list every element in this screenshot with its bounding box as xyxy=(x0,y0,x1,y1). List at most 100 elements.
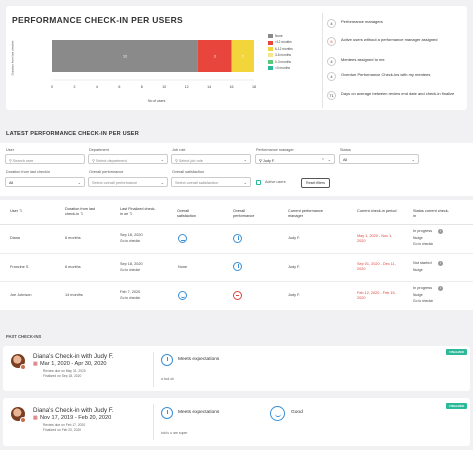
legend-swatch xyxy=(268,59,273,64)
stat-label: Active users without a performance manag… xyxy=(341,37,438,42)
stat-label: Overdue Performance Check-ins with my me… xyxy=(341,72,431,77)
nudge-link[interactable]: Nudge xyxy=(413,293,423,297)
bar-segment[interactable] xyxy=(197,40,232,72)
legend-item: 6-12 months xyxy=(268,46,293,52)
manager-avatar xyxy=(20,364,26,370)
chevron-down-icon: ⌄ xyxy=(77,180,81,185)
bar-chart: 13 3 2 0 2 4 6 8 10 12 14 16 18 xyxy=(51,40,256,89)
search-icon: ⚲ xyxy=(175,158,179,163)
row-manager: Judy F. xyxy=(288,265,301,269)
stat-count: 4 xyxy=(327,72,336,81)
col-user[interactable]: User ⇅ xyxy=(10,209,23,213)
go-to-checkin-link[interactable]: Go to checkin xyxy=(120,296,141,300)
search-icon: ⚲ xyxy=(259,158,263,163)
x-tick-label: 14 xyxy=(207,85,211,89)
jobrole-select[interactable]: ⚲ Select job role ⌄ xyxy=(171,154,251,164)
table-row[interactable]: Francine S 6 months Sep 18, 2020 Go to c… xyxy=(0,254,473,281)
col-status: Status current check-in xyxy=(413,209,449,218)
info-icon[interactable]: i xyxy=(438,229,443,234)
performance-gauge-icon xyxy=(233,234,242,243)
table-row[interactable]: Diana 6 months Sep 18, 2020 Go to checki… xyxy=(0,225,473,253)
info-icon[interactable]: i xyxy=(438,286,443,291)
calendar-icon: ▦ xyxy=(33,415,38,421)
row-user[interactable]: Francine S xyxy=(10,265,29,269)
satisfaction-select[interactable]: Select overall satisfaction ⌄ xyxy=(171,177,251,187)
go-to-checkin-link[interactable]: Go to checkin xyxy=(120,268,141,272)
stat-label: Mentees assigned to me xyxy=(341,57,385,62)
card-divider xyxy=(153,352,154,387)
stat-item[interactable]: 71 Days on average between review end dat… xyxy=(323,91,462,104)
user-search-input[interactable]: ⚲ Search user xyxy=(5,154,85,164)
go-to-checkin-link[interactable]: Go to checkin xyxy=(413,299,434,303)
info-icon[interactable]: i xyxy=(438,261,443,266)
bar-segment[interactable] xyxy=(52,40,198,72)
overview-card: PERFORMANCE CHECK-IN PER USERS Duration … xyxy=(6,6,467,110)
sort-icon[interactable]: ⇅ xyxy=(80,212,84,216)
jobrole-filter-label: Job role xyxy=(172,148,186,152)
col-duration[interactable]: Duration from last check-in ⇅ xyxy=(65,207,95,216)
nudge-link[interactable]: Nudge xyxy=(413,236,423,240)
row-last-finalized: Feb 7, 2020 xyxy=(120,290,141,294)
row-last-finalized: Sep 18, 2020 xyxy=(120,262,143,266)
search-icon: ⚲ xyxy=(92,158,96,163)
filters-card: User ⚲ Search user Department ⚲ Select d… xyxy=(0,143,473,196)
legend-label: >12 months xyxy=(275,40,292,45)
row-duration: 14 months xyxy=(65,293,83,297)
performance-label: Meets expectations xyxy=(178,357,220,362)
legend-label: 3-6 months xyxy=(275,53,291,58)
department-filter-label: Department xyxy=(89,148,109,152)
past-checkin-card[interactable]: FINALIZED Diana's Check-in with Judy F. … xyxy=(3,346,470,391)
row-status: In progress xyxy=(413,286,432,290)
col-last-finalized[interactable]: Last Finalized check-in on ⇅ xyxy=(120,207,156,216)
go-to-checkin-link[interactable]: Go to checkin xyxy=(120,239,141,243)
legend-item: None xyxy=(268,33,293,39)
x-tick-label: 8 xyxy=(141,85,143,89)
manager-select[interactable]: ⚲ Judy F. × ⌄ xyxy=(255,154,335,164)
duration-select[interactable]: All ⌄ xyxy=(5,177,85,187)
sort-icon[interactable]: ⇅ xyxy=(19,209,23,213)
chevron-down-icon: ⌄ xyxy=(411,157,415,162)
stats-panel: 4 Performance managers 6 Active users witho… xyxy=(322,13,462,108)
row-satisfaction: None xyxy=(178,265,188,269)
checkin-title[interactable]: Diana's Check-in with Judy F. xyxy=(33,353,114,360)
checkin-title[interactable]: Diana's Check-in with Judy F. xyxy=(33,407,114,414)
search-icon: ⚲ xyxy=(9,158,13,163)
table-header-divider xyxy=(0,224,473,225)
go-to-checkin-link[interactable]: Go to checkin xyxy=(413,242,434,246)
card-divider xyxy=(153,404,154,440)
x-tick-label: 2 xyxy=(73,85,75,89)
col-performance: Overall performance xyxy=(233,209,255,218)
past-checkin-card[interactable]: FINALIZED Diana's Check-in with Judy F. … xyxy=(3,398,470,446)
chevron-down-icon: ⌄ xyxy=(160,157,164,162)
legend-swatch xyxy=(268,40,273,45)
active-users-checkbox[interactable] xyxy=(256,180,261,185)
reset-filters-button[interactable]: Reset filters xyxy=(301,178,330,188)
performance-filter-label: Overall performance xyxy=(89,170,124,174)
stat-item[interactable]: 4 Mentees assigned to me xyxy=(323,57,462,70)
legend-item: 3-6 months xyxy=(268,52,293,58)
table-row[interactable]: Joe Johnson 14 months Feb 7, 2020 Go to … xyxy=(0,282,473,310)
legend-label: <0 months xyxy=(275,66,290,71)
row-last-finalized: Sep 18, 2020 xyxy=(120,233,143,237)
bar-data-label: 2 xyxy=(242,54,244,58)
satisfaction-filter-label: Overall satisfaction xyxy=(172,170,205,174)
stat-item[interactable]: 6 Active users without a performance mana… xyxy=(323,37,462,50)
clear-icon[interactable]: × xyxy=(321,157,324,161)
sort-icon[interactable]: ⇅ xyxy=(129,212,133,216)
finalized-on: Finalized on Feb 20, 2020 xyxy=(43,428,82,432)
row-user[interactable]: Joe Johnson xyxy=(10,293,32,297)
nudge-link[interactable]: Nudge xyxy=(413,268,423,272)
satisfaction-neutral-icon xyxy=(178,234,187,243)
bar-segment[interactable] xyxy=(231,40,254,72)
review-due: Review due on May 31, 2020 xyxy=(43,369,86,373)
stat-count: 4 xyxy=(327,19,336,28)
x-tick-label: 12 xyxy=(185,85,189,89)
row-user[interactable]: Diana xyxy=(10,236,20,240)
row-period: Feb 12, 2020 - Feb 15, 2020 xyxy=(357,291,396,300)
active-users-label: Active users xyxy=(265,180,286,184)
status-select[interactable]: All ⌄ xyxy=(339,154,419,164)
performance-select[interactable]: Select overall performance ⌄ xyxy=(88,177,168,187)
department-select[interactable]: ⚲ Select department ⌄ xyxy=(88,154,168,164)
stat-item[interactable]: 4 Overdue Performance Check-ins with my m… xyxy=(323,72,462,85)
stat-item[interactable]: 4 Performance managers xyxy=(323,19,462,32)
